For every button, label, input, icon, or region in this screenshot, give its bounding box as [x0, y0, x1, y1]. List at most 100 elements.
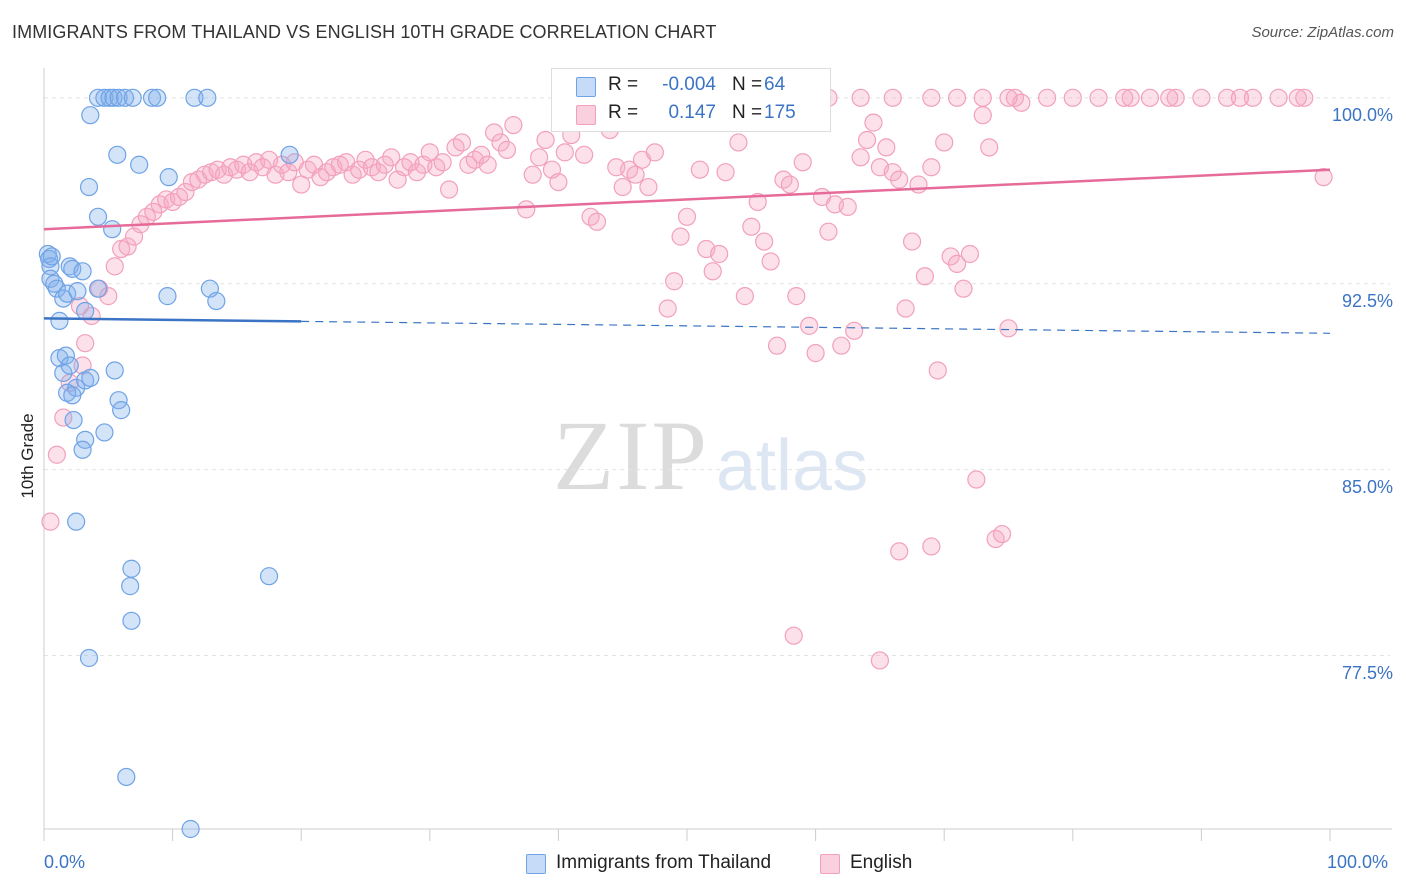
english-point: [76, 334, 95, 353]
english-point: [784, 626, 803, 645]
bottom-legend-label: English: [850, 852, 913, 873]
english-point: [472, 145, 491, 164]
english-point: [864, 113, 883, 132]
thailand-point: [259, 567, 279, 586]
thailand-point: [159, 168, 178, 187]
english-point: [1121, 88, 1140, 107]
thailand-point: [95, 423, 114, 442]
thailand-point: [112, 401, 131, 420]
english-point: [530, 148, 549, 167]
thailand-points: [38, 88, 299, 839]
watermark-atlas: atlas: [716, 426, 869, 506]
english-point: [851, 148, 870, 167]
legend-r-value: 0.147: [668, 102, 716, 123]
english-point: [703, 262, 722, 281]
bottom-legend-swatch-pink: [820, 854, 840, 874]
english-point: [973, 106, 992, 125]
thailand-point: [56, 346, 75, 365]
chart-title: IMMIGRANTS FROM THAILAND VS ENGLISH 10TH…: [12, 22, 717, 42]
english-point: [144, 202, 163, 221]
english-point: [845, 321, 864, 340]
english-point: [877, 138, 896, 157]
y-tick-label: 77.5%: [1341, 662, 1393, 683]
english-point: [375, 155, 394, 174]
english-point: [935, 133, 954, 152]
thailand-point: [121, 577, 140, 596]
thailand-point: [40, 249, 59, 269]
english-point: [118, 237, 137, 256]
english-point: [382, 148, 401, 167]
english-point: [992, 524, 1012, 544]
thailand-point: [108, 145, 127, 164]
english-point: [761, 252, 780, 271]
thailand-trend-line-solid: [43, 317, 302, 323]
english-point: [665, 272, 684, 291]
english-point: [587, 212, 607, 231]
english-point: [922, 158, 941, 177]
english-point: [793, 153, 812, 172]
english-point: [1140, 88, 1160, 107]
legend-n-label: N =: [732, 102, 763, 123]
legend-row-thailand: R = -0.004 N = 64: [552, 74, 830, 100]
english-point: [504, 115, 523, 135]
english-point: [105, 257, 124, 276]
english-point: [478, 155, 497, 174]
english-point: [671, 227, 690, 246]
english-point: [973, 88, 992, 107]
source-label: Source: ZipAtlas.com: [1251, 24, 1394, 41]
legend-n-value: 175: [764, 102, 796, 123]
thailand-point: [122, 559, 141, 578]
thailand-point: [103, 220, 122, 239]
english-point: [407, 163, 427, 182]
english-point: [1166, 88, 1185, 107]
y-tick-label: 100.0%: [1331, 104, 1393, 125]
thailand-point: [158, 287, 177, 306]
english-point: [742, 217, 761, 236]
thailand-point: [105, 361, 124, 380]
thailand-point: [79, 177, 99, 197]
english-point: [1063, 88, 1082, 107]
english-point: [452, 133, 472, 152]
correlation-legend: R = -0.004 N = 64 R = 0.147 N = 175: [551, 68, 831, 132]
thailand-point: [47, 279, 66, 298]
english-point: [523, 165, 542, 184]
english-point: [658, 299, 677, 318]
thailand-point: [142, 88, 162, 107]
thailand-point: [60, 356, 79, 375]
english-point: [806, 344, 825, 363]
english-point: [1037, 88, 1057, 107]
thailand-point: [88, 279, 108, 298]
english-point: [819, 222, 838, 241]
english-point: [857, 130, 877, 150]
english-point: [485, 123, 504, 142]
english-point: [954, 279, 973, 298]
english-point: [491, 133, 510, 152]
english-point: [960, 244, 980, 264]
english-point: [575, 145, 594, 164]
english-point: [1115, 88, 1134, 107]
english-point: [176, 182, 195, 202]
english-point: [896, 299, 915, 318]
english-point: [947, 254, 967, 273]
legend-r-label: R =: [608, 74, 639, 95]
english-point: [1288, 88, 1307, 107]
english-point: [433, 153, 452, 172]
thailand-point: [181, 819, 200, 839]
english-point: [1295, 88, 1314, 107]
bottom-legend-swatch-blue: [526, 854, 546, 874]
thailand-trend-line-dashed: [301, 320, 1331, 334]
legend-r-label: R =: [608, 102, 639, 123]
english-point: [716, 163, 735, 182]
english-point: [748, 192, 767, 212]
thailand-point: [88, 207, 108, 226]
legend-swatch-blue: [576, 77, 596, 97]
english-point: [915, 267, 935, 286]
english-point: [677, 207, 697, 226]
english-point: [735, 287, 754, 306]
english-point: [928, 361, 947, 380]
english-point: [922, 88, 941, 107]
gridlines: [44, 97, 1390, 657]
thailand-point: [73, 262, 92, 281]
thailand-point: [130, 155, 149, 174]
